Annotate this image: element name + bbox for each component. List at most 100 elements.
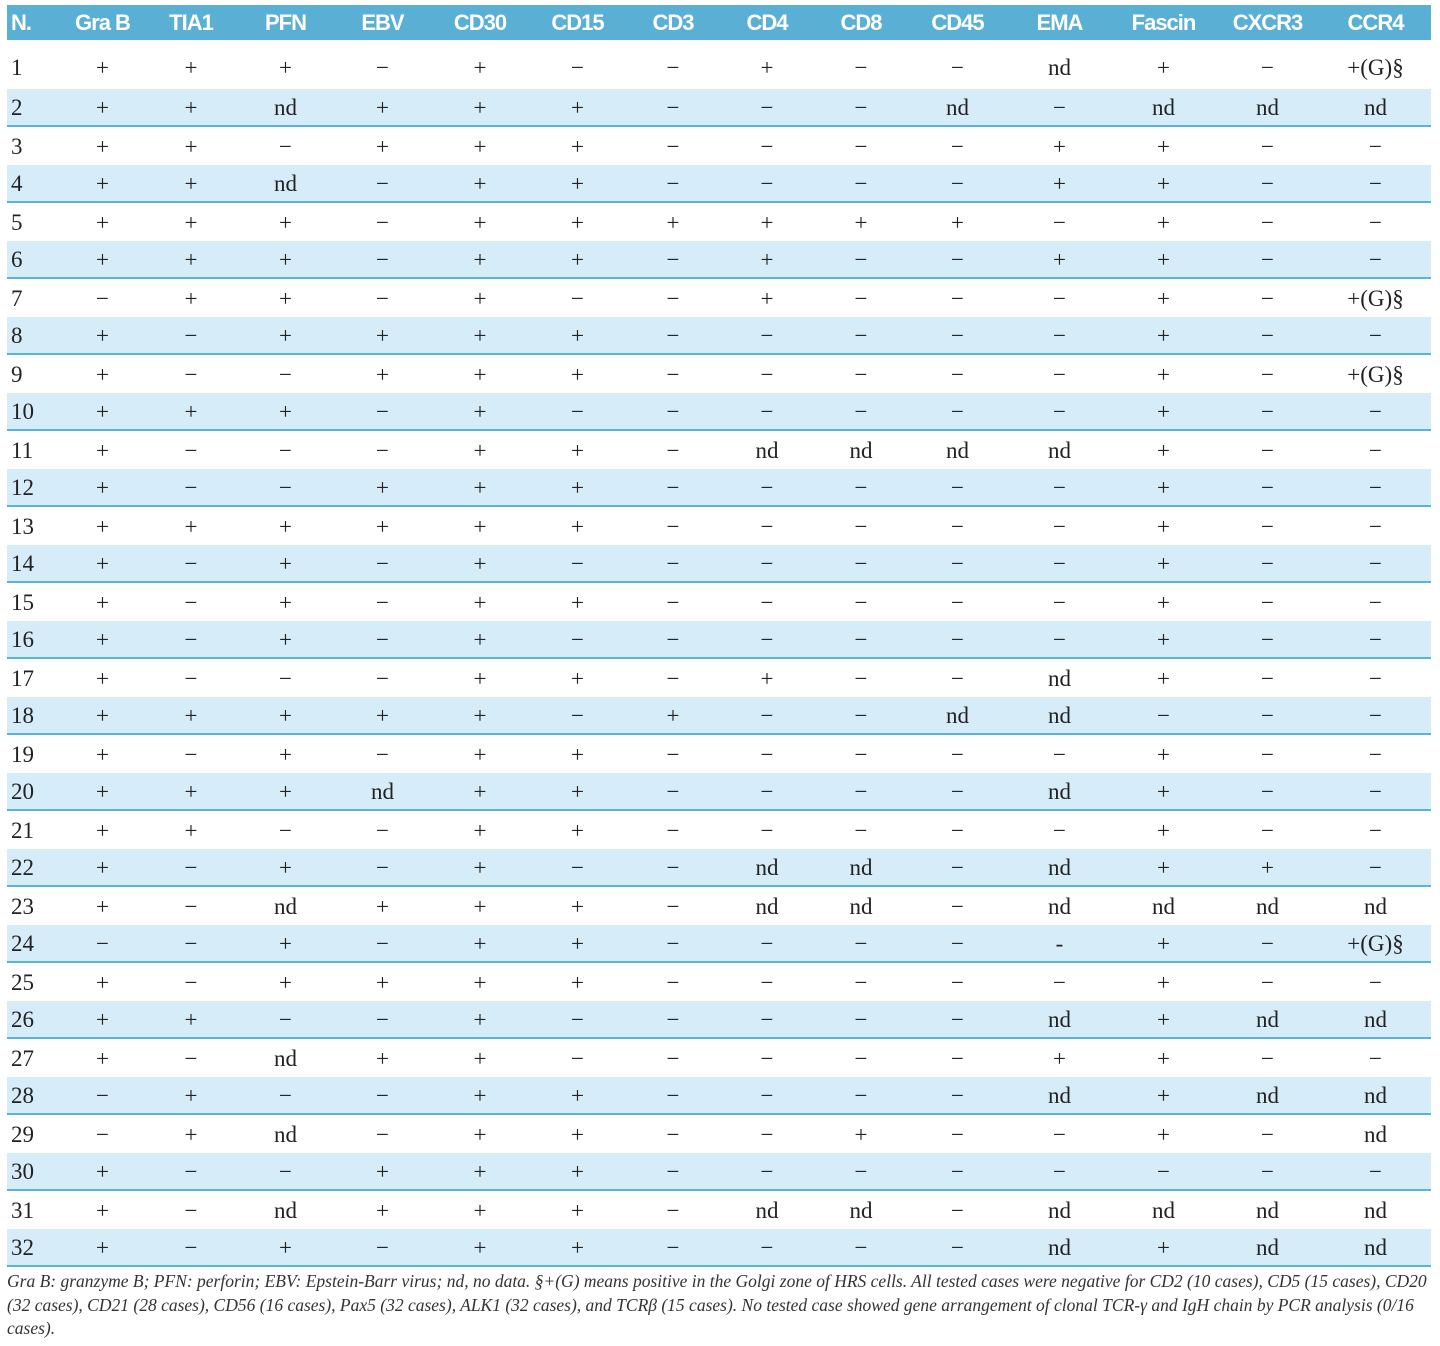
marker-result: − bbox=[814, 697, 908, 735]
column-header: CD4 bbox=[720, 5, 814, 40]
marker-result: − bbox=[184, 1197, 198, 1223]
marker-result: + bbox=[431, 697, 529, 735]
marker-result: + bbox=[1112, 925, 1215, 963]
case-number: 3 bbox=[11, 133, 23, 159]
marker-result: + bbox=[473, 1197, 487, 1223]
marker-result: + bbox=[1112, 1077, 1215, 1115]
marker-result: − bbox=[1112, 697, 1215, 735]
marker-result: − bbox=[376, 589, 389, 615]
marker-result: − bbox=[1369, 513, 1382, 539]
marker-result: + bbox=[60, 1229, 145, 1267]
marker-result: + bbox=[376, 513, 389, 539]
marker-result: − bbox=[145, 621, 237, 659]
case-number: 24 bbox=[7, 925, 60, 963]
table-row: 22 + − + − + − − nd nd − nd + + − bbox=[7, 849, 1431, 887]
table-header-row: N. Gra B TIA1 PFN EBV CD30 CD15 CD3 CD4 CD8 CD45 EM… bbox=[7, 5, 1431, 40]
marker-result: − bbox=[666, 513, 680, 539]
table-row: 29 − + nd − + + − − + − − + − nd bbox=[7, 1114, 1431, 1153]
column-header: PFN bbox=[237, 5, 334, 40]
marker-result: − bbox=[951, 665, 964, 691]
marker-result: − bbox=[1007, 469, 1112, 507]
marker-result: nd bbox=[1007, 1077, 1112, 1115]
marker-result: + bbox=[431, 469, 529, 507]
marker-result: − bbox=[279, 665, 292, 691]
marker-result: + bbox=[60, 317, 145, 355]
marker-result: − bbox=[1369, 665, 1382, 691]
marker-result: − bbox=[720, 1077, 814, 1115]
marker-result: nd bbox=[849, 437, 873, 463]
marker-result: − bbox=[814, 241, 908, 279]
marker-result: + bbox=[145, 773, 237, 811]
marker-result: + bbox=[529, 1229, 626, 1267]
marker-result: + bbox=[60, 241, 145, 279]
marker-result: nd bbox=[1320, 1001, 1431, 1039]
column-header: CD15 bbox=[529, 5, 626, 40]
marker-result: + bbox=[571, 133, 584, 159]
table-row: 16 + − + − + − − − − − − + − − bbox=[7, 621, 1431, 659]
marker-result: − bbox=[814, 1001, 908, 1039]
marker-result: nd bbox=[237, 89, 334, 127]
case-number: 19 bbox=[11, 741, 34, 767]
marker-result: − bbox=[1261, 589, 1274, 615]
marker-result: nd bbox=[908, 697, 1007, 735]
marker-result: − bbox=[626, 1077, 720, 1115]
marker-result: − bbox=[666, 55, 680, 80]
marker-result: − bbox=[908, 469, 1007, 507]
marker-result: + bbox=[431, 393, 529, 431]
marker-result: − bbox=[334, 165, 431, 203]
marker-result: − bbox=[666, 285, 680, 311]
marker-result: + bbox=[376, 969, 389, 995]
marker-result: − bbox=[1215, 241, 1320, 279]
marker-result: − bbox=[626, 1229, 720, 1267]
marker-result: + bbox=[431, 165, 529, 203]
marker-result: +(G)§ bbox=[1347, 361, 1404, 387]
marker-result: − bbox=[571, 285, 584, 311]
marker-result: − bbox=[1007, 89, 1112, 127]
marker-result: − bbox=[529, 849, 626, 887]
marker-result: + bbox=[237, 773, 334, 811]
marker-result: + bbox=[571, 1197, 584, 1223]
marker-result: + bbox=[1053, 133, 1066, 159]
marker-result: + bbox=[96, 817, 109, 843]
marker-result: − bbox=[951, 589, 964, 615]
marker-result: − bbox=[376, 665, 389, 691]
marker-result: − bbox=[720, 89, 814, 127]
marker-result: + bbox=[666, 209, 680, 235]
marker-result: − bbox=[666, 361, 680, 387]
marker-result: + bbox=[60, 621, 145, 659]
marker-result: + bbox=[279, 741, 292, 767]
marker-result: + bbox=[571, 361, 584, 387]
marker-result: − bbox=[1320, 165, 1431, 203]
marker-result: +(G)§ bbox=[1347, 55, 1404, 80]
marker-result: − bbox=[1369, 437, 1382, 463]
marker-result: + bbox=[529, 925, 626, 963]
marker-result: nd bbox=[1320, 1229, 1431, 1267]
marker-result: − bbox=[145, 1153, 237, 1191]
marker-result: − bbox=[720, 317, 814, 355]
case-number: 4 bbox=[7, 165, 60, 203]
table-row: 6 + + + − + + − + − − + + − − bbox=[7, 241, 1431, 279]
table-row: 10 + + + − + − − − − − − + − − bbox=[7, 393, 1431, 431]
marker-result: + bbox=[184, 133, 198, 159]
case-number: 9 bbox=[11, 361, 23, 387]
marker-result: + bbox=[60, 165, 145, 203]
marker-result: + bbox=[237, 241, 334, 279]
marker-result: − bbox=[951, 1121, 964, 1147]
marker-result: nd bbox=[720, 849, 814, 887]
table-row: 3 + + − + + + − − − − + + − − bbox=[7, 126, 1431, 165]
marker-result: + bbox=[1157, 741, 1170, 767]
marker-result: + bbox=[1157, 817, 1170, 843]
marker-result: − bbox=[1320, 773, 1431, 811]
case-number: 29 bbox=[11, 1121, 34, 1147]
marker-result: + bbox=[145, 393, 237, 431]
case-number: 17 bbox=[11, 665, 34, 691]
marker-result: + bbox=[1112, 849, 1215, 887]
marker-result: + bbox=[473, 55, 487, 80]
marker-result: − bbox=[908, 1229, 1007, 1267]
marker-result: − bbox=[908, 545, 1007, 583]
marker-result: + bbox=[571, 893, 584, 919]
marker-result: − bbox=[1261, 665, 1274, 691]
marker-result: nd bbox=[814, 849, 908, 887]
table-row: 4 + + nd − + + − − − − + + − − bbox=[7, 165, 1431, 203]
marker-result: − bbox=[376, 437, 389, 463]
